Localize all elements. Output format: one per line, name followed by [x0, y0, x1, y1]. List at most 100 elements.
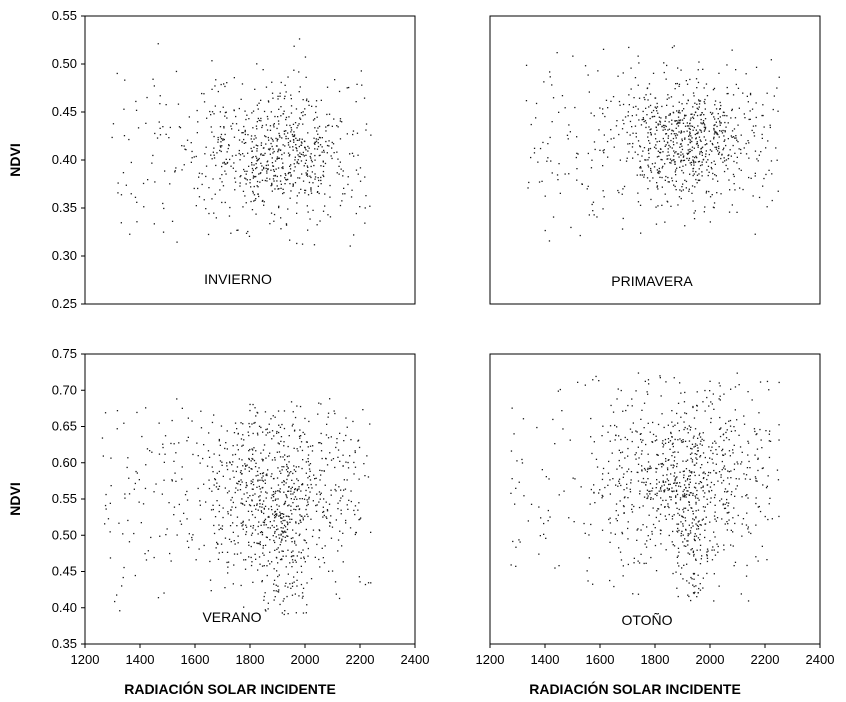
data-point	[164, 453, 166, 455]
data-point	[672, 425, 674, 428]
scatter-points	[525, 45, 780, 242]
data-point	[289, 183, 291, 185]
data-point	[714, 163, 716, 165]
data-point	[175, 167, 177, 169]
data-point	[297, 124, 299, 127]
data-point	[693, 535, 696, 538]
data-point	[196, 109, 198, 112]
data-point	[272, 97, 274, 99]
data-point	[647, 467, 649, 469]
data-point	[701, 154, 703, 156]
data-point	[265, 524, 267, 526]
data-point	[699, 443, 701, 445]
data-point	[283, 133, 286, 135]
data-point	[250, 564, 253, 567]
data-point	[162, 126, 164, 128]
data-point	[280, 436, 283, 438]
data-point	[326, 144, 329, 147]
data-point	[647, 422, 649, 424]
data-point	[668, 506, 670, 509]
data-point	[287, 523, 289, 526]
data-point	[288, 472, 291, 474]
data-point	[688, 595, 690, 598]
data-point	[302, 519, 304, 521]
data-point	[680, 132, 682, 134]
data-point	[685, 412, 688, 415]
data-point	[258, 102, 260, 104]
data-point	[684, 138, 686, 140]
data-point	[284, 585, 286, 587]
data-point	[601, 529, 604, 531]
data-point	[247, 152, 249, 154]
data-point	[244, 131, 246, 133]
data-point	[718, 382, 720, 384]
data-point	[150, 536, 152, 539]
data-point	[279, 470, 281, 472]
data-point	[265, 491, 267, 493]
data-point	[219, 189, 221, 191]
data-point	[681, 441, 683, 443]
data-point	[212, 151, 214, 153]
data-point	[702, 577, 704, 579]
data-point	[645, 546, 648, 548]
data-point	[213, 135, 215, 138]
data-point	[104, 504, 107, 507]
data-point	[265, 474, 267, 476]
data-point	[252, 403, 254, 406]
data-point	[563, 490, 565, 492]
data-point	[273, 150, 275, 153]
data-point	[644, 469, 647, 471]
data-point	[680, 154, 682, 156]
data-point	[685, 80, 687, 82]
data-point	[280, 175, 282, 177]
data-point	[713, 408, 715, 410]
data-point	[672, 442, 674, 444]
data-point	[249, 403, 251, 406]
data-point	[248, 519, 250, 521]
data-point	[688, 475, 690, 477]
data-point	[158, 422, 160, 424]
data-point	[656, 110, 658, 112]
data-point	[314, 127, 316, 129]
data-point	[221, 145, 223, 147]
data-point	[671, 487, 673, 489]
data-point	[698, 179, 700, 182]
data-point	[698, 168, 700, 170]
data-point	[268, 508, 270, 510]
data-point	[306, 441, 308, 443]
data-point	[654, 162, 656, 164]
data-point	[252, 481, 254, 483]
data-point	[258, 499, 261, 502]
data-point	[627, 447, 629, 450]
panel-label: INVIERNO	[204, 271, 272, 287]
data-point	[310, 483, 312, 486]
data-point	[761, 545, 763, 547]
data-point	[637, 192, 639, 194]
data-point	[236, 428, 238, 430]
data-point	[628, 94, 630, 96]
x-tick-label: 2400	[401, 652, 430, 667]
data-point	[767, 518, 769, 521]
data-point	[313, 137, 315, 139]
data-point	[181, 407, 183, 409]
data-point	[352, 130, 355, 132]
data-point	[680, 573, 682, 575]
data-point	[630, 471, 633, 473]
data-point	[714, 100, 717, 102]
data-point	[618, 449, 620, 451]
data-point	[663, 489, 665, 492]
data-point	[653, 166, 656, 168]
data-point	[658, 463, 660, 466]
data-point	[281, 423, 283, 426]
data-point	[587, 152, 589, 155]
data-point	[345, 417, 347, 419]
data-point	[576, 136, 578, 138]
data-point	[543, 533, 545, 535]
data-point	[300, 490, 302, 492]
data-point	[643, 174, 645, 176]
data-point	[312, 119, 315, 121]
data-point	[745, 73, 747, 75]
data-point	[301, 498, 303, 500]
data-point	[255, 213, 257, 215]
